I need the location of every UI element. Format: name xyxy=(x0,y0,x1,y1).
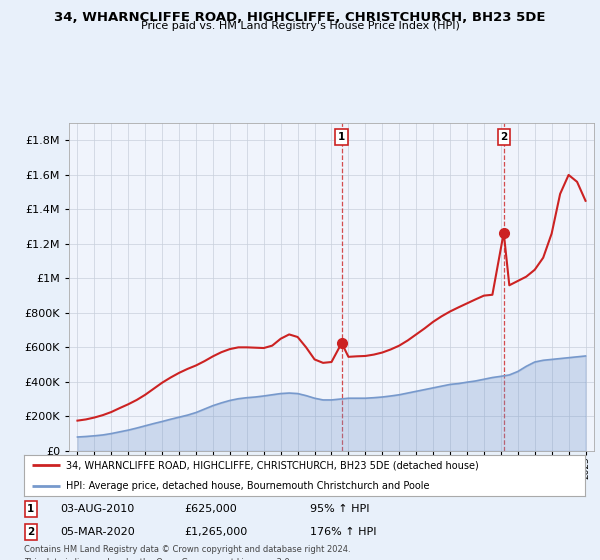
Text: This data is licensed under the Open Government Licence v3.0.: This data is licensed under the Open Gov… xyxy=(24,558,292,560)
Text: Contains HM Land Registry data © Crown copyright and database right 2024.: Contains HM Land Registry data © Crown c… xyxy=(24,545,350,554)
Text: £625,000: £625,000 xyxy=(184,504,236,514)
Text: 34, WHARNCLIFFE ROAD, HIGHCLIFFE, CHRISTCHURCH, BH23 5DE (detached house): 34, WHARNCLIFFE ROAD, HIGHCLIFFE, CHRIST… xyxy=(66,460,479,470)
Text: 176% ↑ HPI: 176% ↑ HPI xyxy=(310,527,377,537)
Text: Price paid vs. HM Land Registry's House Price Index (HPI): Price paid vs. HM Land Registry's House … xyxy=(140,21,460,31)
Text: 2: 2 xyxy=(27,527,34,537)
Text: HPI: Average price, detached house, Bournemouth Christchurch and Poole: HPI: Average price, detached house, Bour… xyxy=(66,480,430,491)
Text: 03-AUG-2010: 03-AUG-2010 xyxy=(61,504,135,514)
Text: 2: 2 xyxy=(500,132,508,142)
Text: 05-MAR-2020: 05-MAR-2020 xyxy=(61,527,135,537)
Text: £1,265,000: £1,265,000 xyxy=(184,527,247,537)
Text: 95% ↑ HPI: 95% ↑ HPI xyxy=(310,504,370,514)
Text: 34, WHARNCLIFFE ROAD, HIGHCLIFFE, CHRISTCHURCH, BH23 5DE: 34, WHARNCLIFFE ROAD, HIGHCLIFFE, CHRIST… xyxy=(54,11,546,24)
Text: 1: 1 xyxy=(338,132,345,142)
Text: 1: 1 xyxy=(27,504,34,514)
